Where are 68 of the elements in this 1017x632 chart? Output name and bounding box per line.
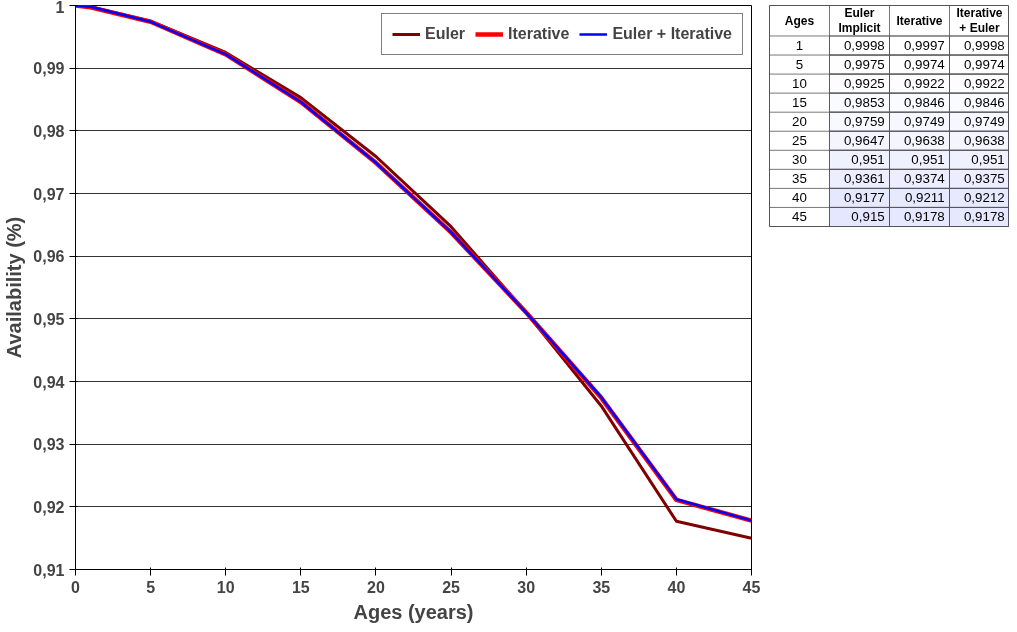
- y-tick-label: 0,93: [33, 436, 65, 454]
- data-label: 0,9749: [963, 114, 1005, 130]
- data-label: 0,9997: [903, 38, 945, 54]
- y-tick-label: 0,96: [33, 248, 65, 266]
- y-tick-label: 10: [792, 76, 807, 92]
- data-label: 0,9922: [963, 76, 1005, 92]
- data-label: 0,915: [851, 209, 885, 225]
- x-tick-label: Iterative: [896, 13, 943, 28]
- data-label: 0,9178: [963, 209, 1005, 225]
- data-label: 0,9925: [843, 76, 885, 92]
- data-label: 0,9638: [963, 133, 1005, 149]
- y-tick-label: 15: [792, 95, 807, 111]
- data-label: 0,9375: [963, 171, 1005, 187]
- y-tick-label: 35: [792, 171, 807, 187]
- data-label: 0,9374: [903, 171, 946, 187]
- data-label: 0,9853: [843, 95, 885, 111]
- y-tick-label: 45: [792, 209, 807, 225]
- x-tick-label: 20: [367, 578, 385, 596]
- y-tick-label: 25: [792, 133, 807, 149]
- data-label: 0,9178: [903, 209, 945, 225]
- x-tick-label: 30: [517, 578, 536, 596]
- y-tick-label: 1: [55, 0, 65, 16]
- y-tick-label: 0,92: [33, 498, 65, 516]
- y-axis-title: Availability (%): [3, 216, 26, 359]
- x-tick-label: 35: [592, 578, 611, 596]
- x-tick-label: 15: [291, 578, 310, 596]
- data-label: 0,9922: [903, 76, 945, 92]
- data-label: 0,9759: [843, 114, 885, 130]
- y-tick-label: 0,99: [33, 60, 65, 78]
- data-label: 0,9647: [843, 133, 885, 149]
- x-tick-label: 40: [667, 578, 686, 596]
- x-tick-label: 25: [442, 578, 461, 596]
- data-label: 0,9749: [903, 114, 945, 130]
- y-tick-label: 20: [792, 114, 807, 130]
- y-tick-label: 30: [792, 152, 807, 168]
- legend-label: Euler + Iterative: [612, 25, 732, 43]
- data-label: 0,951: [851, 152, 885, 168]
- y-tick-label: 1: [795, 38, 804, 54]
- data-label: 0,9361: [843, 171, 885, 187]
- x-tick-label: 10: [216, 578, 235, 596]
- data-label: 0,951: [971, 152, 1005, 168]
- data-label: 0,9974: [963, 57, 1006, 73]
- data-label: 0,9211: [904, 190, 945, 206]
- y-tick-label: 0,98: [33, 122, 65, 140]
- data-label: 0,9975: [843, 57, 885, 73]
- data-label: 0,9177: [843, 190, 885, 206]
- legend-label: Euler: [424, 25, 465, 43]
- data-label: 0,9212: [963, 190, 1005, 206]
- data-label: 0,9846: [903, 95, 945, 111]
- data-label: 0,9998: [843, 38, 885, 54]
- y-axis-title: Ages: [784, 13, 815, 28]
- x-tick-label: 45: [742, 578, 761, 596]
- y-tick-label: 0,94: [33, 373, 65, 391]
- data-label: 0,951: [911, 152, 945, 168]
- y-tick-label: 0,97: [33, 185, 65, 203]
- data-label: 0,9998: [963, 38, 1005, 54]
- x-tick-label: Euler Implicit: [838, 6, 881, 36]
- y-tick-label: 40: [792, 190, 807, 206]
- y-tick-label: 5: [795, 57, 804, 73]
- y-tick-label: 0,95: [33, 310, 65, 328]
- data-label: 0,9846: [963, 95, 1005, 111]
- data-label: 0,9974: [903, 57, 946, 73]
- x-axis-title: Ages (years): [353, 600, 474, 623]
- data-label: 0,9638: [903, 133, 945, 149]
- x-tick-label: 5: [146, 578, 156, 596]
- x-tick-label: 0: [71, 578, 81, 596]
- y-tick-label: 0,91: [33, 561, 65, 579]
- x-tick-label: Iterative + Euler: [956, 6, 1003, 36]
